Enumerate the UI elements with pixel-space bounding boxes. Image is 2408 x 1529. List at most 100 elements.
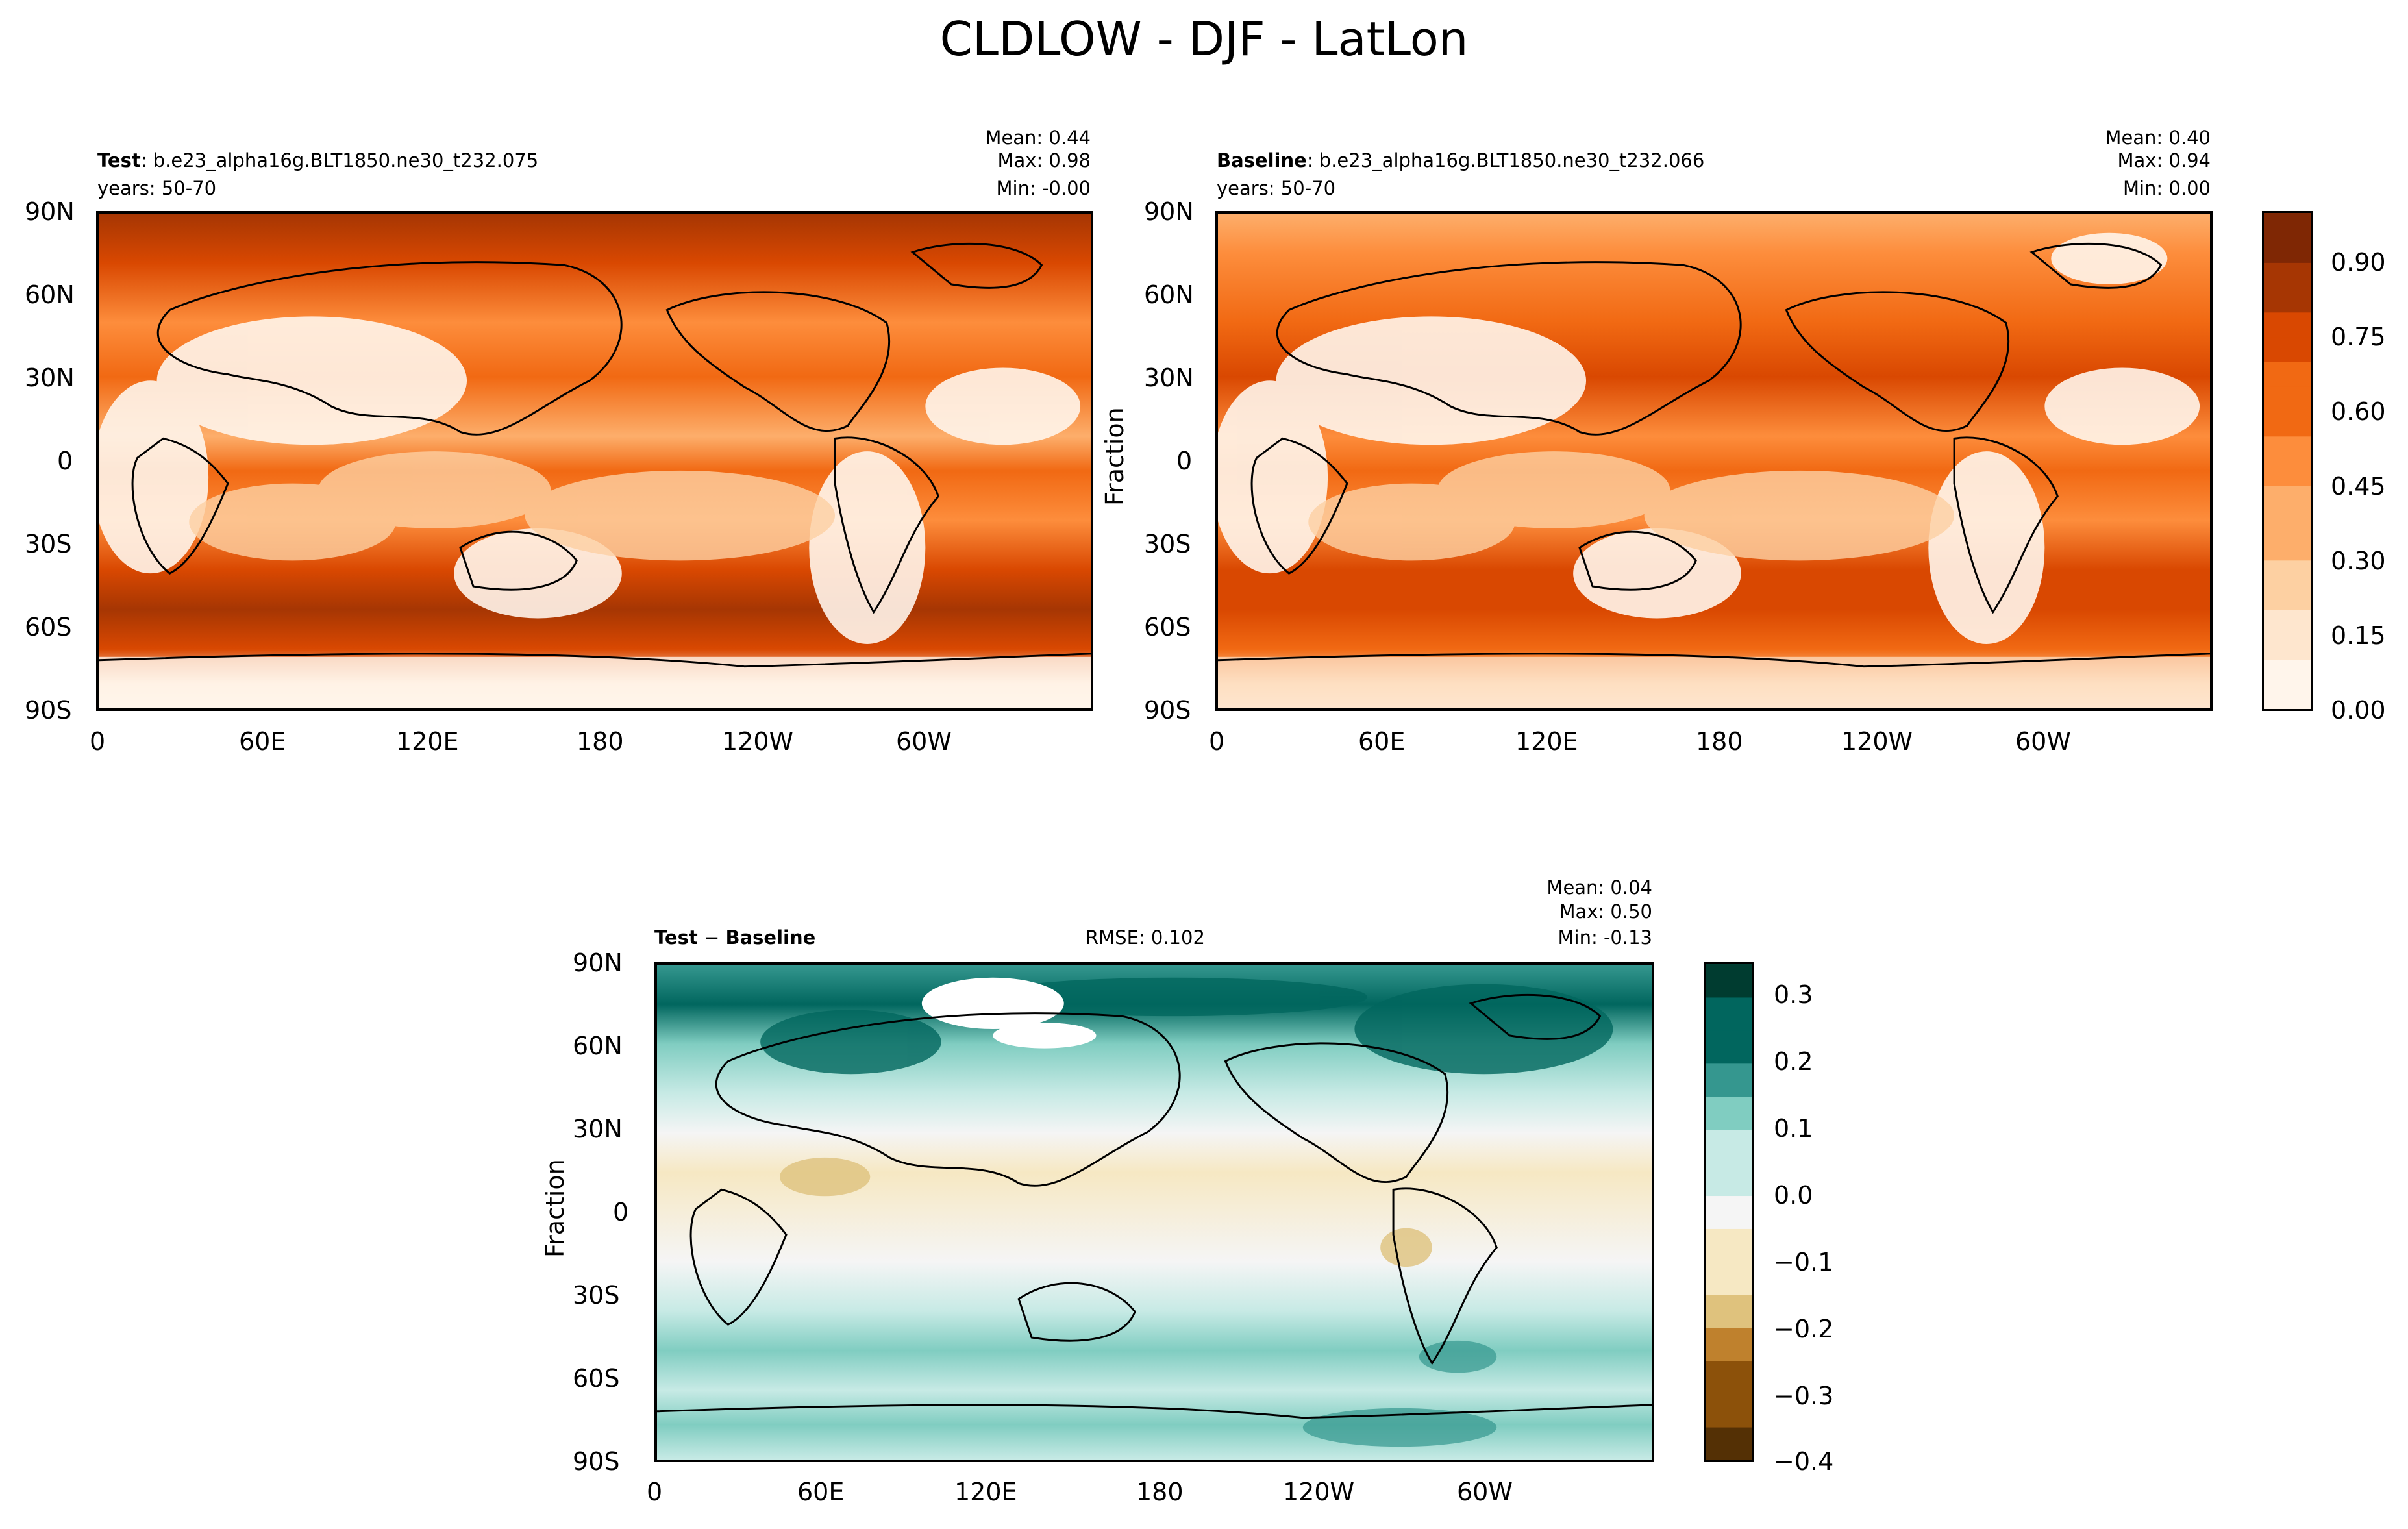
cbar2-tick-0.1: 0.1 <box>1774 1114 1813 1143</box>
oranges-colorbar-band <box>2264 386 2311 412</box>
oranges-colorbar-band <box>2264 659 2311 685</box>
brbg-colorbar-band <box>1706 1295 1752 1328</box>
brbg-colorbar-band <box>1706 1427 1752 1460</box>
diff-map <box>654 962 1654 1462</box>
test-ytick-90s: 90S <box>25 696 72 725</box>
oranges-colorbar-band <box>2264 560 2311 586</box>
brbg-colorbar-band <box>1706 1162 1752 1197</box>
baseline-xtick-60e: 60E <box>1358 727 1406 756</box>
baseline-stat-min: Min: 0.00 <box>2122 177 2211 199</box>
cbar1-tick-0.30: 0.30 <box>2331 547 2386 575</box>
diff-xtick-120e: 120E <box>954 1478 1017 1506</box>
brbg-colorbar-band <box>1706 997 1752 1031</box>
diff-stat-max: Max: 0.50 <box>1559 901 1652 923</box>
diff-ytick-90s: 90S <box>573 1447 620 1476</box>
brbg-colorbar-band <box>1706 1129 1752 1163</box>
brbg-colorbar <box>1704 962 1754 1462</box>
test-ytick-30n: 30N <box>25 364 75 392</box>
diff-xtick-60w: 60W <box>1457 1478 1513 1506</box>
oranges-colorbar-band <box>2264 287 2311 313</box>
baseline-years: years: 50-70 <box>1217 177 1336 199</box>
cbar1-tick-0.15: 0.15 <box>2331 621 2386 650</box>
test-xtick-120w: 120W <box>722 727 794 756</box>
test-ytick-90n: 90N <box>25 197 75 226</box>
diff-ytick-30s: 30S <box>573 1281 620 1310</box>
diff-rmse: RMSE: 0.102 <box>1086 926 1205 949</box>
brbg-colorbar-band <box>1706 1096 1752 1130</box>
diff-ytick-60s: 60S <box>573 1364 620 1393</box>
test-label: Test: b.e23_alpha16g.BLT1850.ne30_t232.0… <box>97 149 539 171</box>
oranges-colorbar-band <box>2264 610 2311 635</box>
test-ytick-60s: 60S <box>25 613 72 641</box>
cbar1-tick-0.60: 0.60 <box>2331 397 2386 426</box>
baseline-xtick-0: 0 <box>1209 727 1225 756</box>
oranges-colorbar-bands <box>2264 213 2311 709</box>
cbar2-tick-m0.2: −0.2 <box>1774 1315 1834 1343</box>
oranges-colorbar-band <box>2264 213 2311 238</box>
baseline-ytick-30s: 30S <box>1144 530 1191 558</box>
baseline-xtick-180: 180 <box>1696 727 1743 756</box>
diff-ylabel: Fraction <box>541 1159 569 1258</box>
brbg-colorbar-band <box>1706 1063 1752 1097</box>
oranges-colorbar-band <box>2264 634 2311 660</box>
brbg-colorbar-band <box>1706 1030 1752 1064</box>
test-xtick-120e: 120E <box>396 727 459 756</box>
test-years: years: 50-70 <box>97 177 217 199</box>
baseline-ylabel: Fraction <box>1100 407 1129 506</box>
baseline-ytick-30n: 30N <box>1144 364 1194 392</box>
oranges-colorbar-band <box>2264 486 2311 511</box>
brbg-colorbar-bands <box>1706 964 1752 1460</box>
cbar1-tick-0.45: 0.45 <box>2331 472 2386 501</box>
brbg-colorbar-band <box>1706 1328 1752 1361</box>
diff-xtick-0: 0 <box>647 1478 663 1506</box>
test-map <box>96 211 1093 711</box>
baseline-ytick-0: 0 <box>1176 447 1193 475</box>
cbar2-tick-m0.3: −0.3 <box>1774 1382 1834 1410</box>
test-ytick-60n: 60N <box>25 280 75 309</box>
oranges-colorbar-band <box>2264 436 2311 462</box>
baseline-label: Baseline: b.e23_alpha16g.BLT1850.ne30_t2… <box>1217 149 1705 171</box>
test-map-field <box>99 214 1091 708</box>
diff-xtick-60e: 60E <box>797 1478 845 1506</box>
diff-ytick-0: 0 <box>613 1198 629 1226</box>
cbar2-tick-0.0: 0.0 <box>1774 1181 1813 1210</box>
test-ytick-30s: 30S <box>25 530 72 558</box>
baseline-xtick-120e: 120E <box>1515 727 1578 756</box>
cbar1-tick-0.75: 0.75 <box>2331 323 2386 351</box>
diff-ytick-60n: 60N <box>573 1032 623 1060</box>
brbg-colorbar-band <box>1706 1228 1752 1262</box>
diff-xtick-120w: 120W <box>1283 1478 1355 1506</box>
cbar2-tick-0.3: 0.3 <box>1774 980 1813 1009</box>
diff-stat-min: Min: -0.13 <box>1558 926 1652 949</box>
oranges-colorbar-band <box>2264 411 2311 437</box>
oranges-colorbar-band <box>2264 312 2311 338</box>
baseline-ytick-90n: 90N <box>1144 197 1194 226</box>
oranges-colorbar-band <box>2264 238 2311 263</box>
diff-stat-mean: Mean: 0.04 <box>1546 876 1652 899</box>
test-xtick-60e: 60E <box>239 727 286 756</box>
diff-xtick-180: 180 <box>1136 1478 1184 1506</box>
oranges-colorbar-band <box>2264 684 2311 709</box>
diff-map-field <box>657 965 1652 1460</box>
baseline-stat-mean: Mean: 0.40 <box>2105 127 2211 149</box>
baseline-ytick-90s: 90S <box>1144 696 1191 725</box>
diff-ytick-90n: 90N <box>573 949 623 977</box>
test-stat-min: Min: -0.00 <box>996 177 1091 199</box>
brbg-colorbar-band <box>1706 1262 1752 1295</box>
diff-label: Test − Baseline <box>654 926 816 949</box>
test-xtick-60w: 60W <box>896 727 952 756</box>
cbar2-tick-0.2: 0.2 <box>1774 1047 1813 1076</box>
oranges-colorbar-band <box>2264 362 2311 387</box>
test-xtick-0: 0 <box>90 727 106 756</box>
baseline-stat-max: Max: 0.94 <box>2117 149 2211 171</box>
cbar1-tick-0.90: 0.90 <box>2331 248 2386 277</box>
brbg-colorbar-band <box>1706 964 1752 998</box>
baseline-ytick-60s: 60S <box>1144 613 1191 641</box>
test-stat-mean: Mean: 0.44 <box>985 127 1091 149</box>
baseline-map-field <box>1218 214 2210 708</box>
oranges-colorbar-band <box>2264 535 2311 561</box>
brbg-colorbar-band <box>1706 1361 1752 1395</box>
oranges-colorbar-band <box>2264 461 2311 486</box>
baseline-ytick-60n: 60N <box>1144 280 1194 309</box>
brbg-colorbar-band <box>1706 1394 1752 1428</box>
